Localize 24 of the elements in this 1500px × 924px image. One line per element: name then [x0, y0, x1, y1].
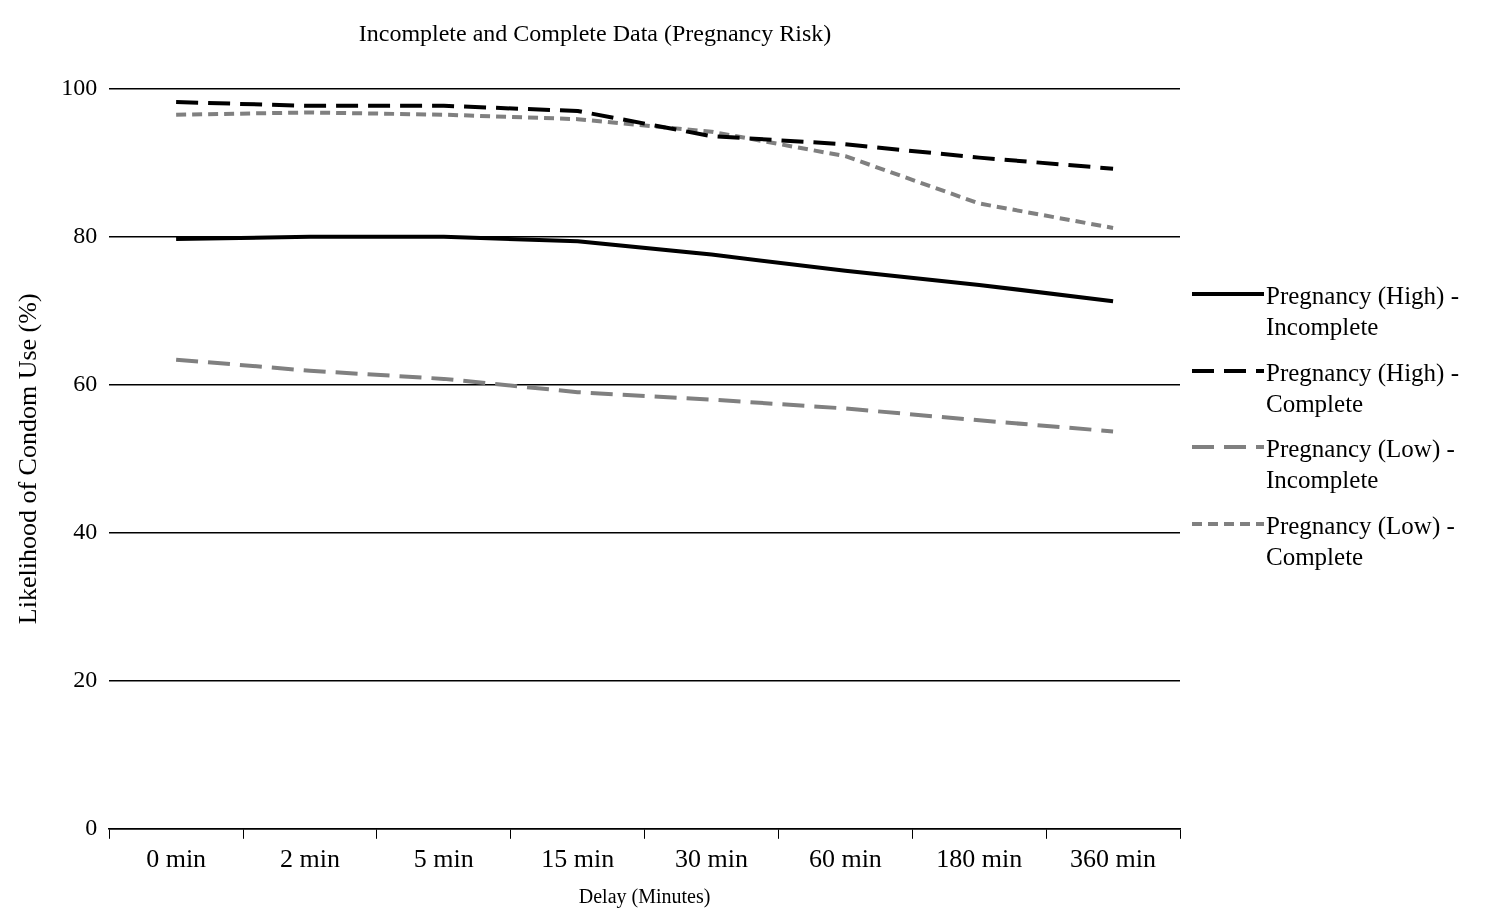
x-tick-label: 5 min: [413, 844, 474, 874]
line-series: [174, 110, 1116, 230]
y-axis-title: Likelihood of Condom Use (%): [13, 293, 43, 625]
y-tick-label: 100: [61, 74, 98, 101]
x-tick-label: 0 min: [146, 844, 207, 874]
legend-label: Pregnancy (High) - Incomplete: [1266, 281, 1460, 343]
chart-title: Incomplete and Complete Data (Pregnancy Risk): [358, 19, 832, 46]
x-axis-title: Delay (Minutes): [578, 885, 711, 909]
y-tick-label: 80: [73, 222, 98, 249]
x-tick-label: 60 min: [808, 844, 882, 874]
y-tick-label: 40: [73, 518, 98, 545]
legend-label: Pregnancy (High) - Complete: [1266, 357, 1460, 419]
y-tick-label: 20: [73, 666, 98, 693]
legend-label: Pregnancy (Low) - Complete: [1266, 510, 1456, 572]
x-tick-label: 2 min: [280, 844, 340, 874]
x-tick-label: 30 min: [675, 844, 748, 874]
line-series: [174, 357, 1116, 434]
x-tick-label: 180 min: [936, 844, 1023, 874]
y-tick-label: 60: [73, 370, 98, 397]
line-series: [174, 100, 1116, 171]
x-tick-label: 360 min: [1070, 844, 1157, 874]
y-tick-label: 0: [85, 814, 98, 841]
legend-label: Pregnancy (Low) - Incomplete: [1266, 434, 1456, 496]
x-tick-label: 15 min: [541, 844, 615, 874]
